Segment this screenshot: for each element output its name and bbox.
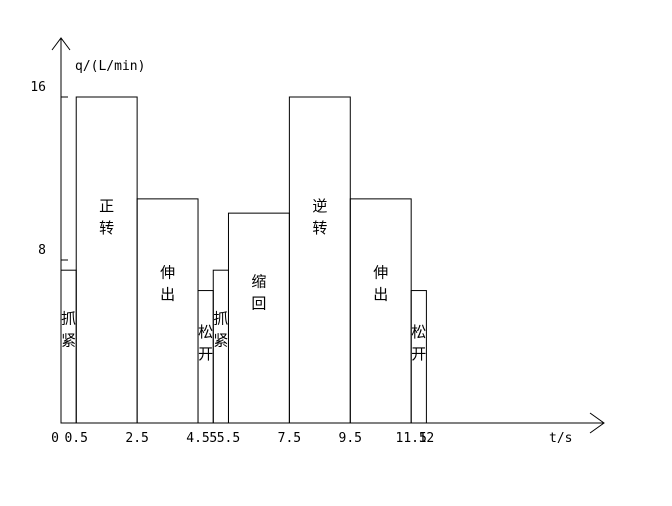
y-tick-label-1: 8: [38, 243, 46, 258]
bar-7-label-char-2: 转: [312, 219, 327, 237]
y-tick-label-2: 16: [30, 80, 46, 95]
bar-3-label-char-1: 伸: [160, 263, 175, 281]
bar-6: [227, 212, 290, 424]
x-tick-label-2: 0.5: [64, 431, 87, 446]
bar-4-label-char-1: 松: [198, 323, 213, 341]
bar-5-label-char-2: 紧: [213, 332, 228, 350]
x-ticks-group: 0 0.5 2.5 4.5 5 5.5 7.5 9.5 11.512: [51, 431, 434, 446]
bar-1-label-char-1: 抓: [61, 310, 76, 328]
y-ticks-group: 8 16: [30, 80, 68, 261]
x-tick-label-1: 0: [51, 431, 59, 446]
bar-8-label-char-1: 伸: [373, 263, 388, 281]
x-tick-label-6: 5.5: [217, 431, 240, 446]
bar-6-label-char-2: 回: [251, 295, 266, 313]
bar-5-label-char-1: 抓: [213, 310, 228, 328]
bar-9: [410, 290, 427, 424]
bar-8-label-char-2: 出: [373, 285, 388, 303]
bar-2: [75, 96, 138, 424]
bar-8: [349, 198, 412, 424]
bar-9-label-char-1: 松: [411, 323, 426, 341]
x-tick-label-4: 4.5: [186, 431, 209, 446]
bar-9-label-char-2: 开: [411, 345, 426, 363]
x-tick-label-5: 5: [209, 431, 217, 446]
x-tick-label-10: 12: [419, 431, 435, 446]
y-axis-arrow: [51, 37, 71, 51]
bar-7-label-char-1: 逆: [312, 197, 327, 215]
x-tick-label-9: 11.5: [396, 431, 427, 446]
bar-2-label-char-2: 转: [99, 219, 114, 237]
x-axis-label: t/s: [549, 431, 572, 446]
bars-group: [60, 96, 427, 424]
bar-2-label-char-1: 正: [99, 197, 114, 215]
bar-1-label-char-2: 紧: [61, 332, 76, 350]
x-tick-label-8: 9.5: [339, 431, 362, 446]
bar-3: [136, 198, 199, 424]
bar-4-label-char-2: 开: [198, 345, 213, 363]
bar-7: [288, 96, 351, 424]
x-tick-label-3: 2.5: [125, 431, 148, 446]
bar-3-label-char-2: 出: [160, 285, 175, 303]
x-tick-label-7: 7.5: [278, 431, 301, 446]
x-axis-arrow: [589, 412, 605, 434]
bar-6-label-char-1: 缩: [251, 273, 266, 291]
y-axis-label: q/(L/min): [75, 59, 145, 74]
